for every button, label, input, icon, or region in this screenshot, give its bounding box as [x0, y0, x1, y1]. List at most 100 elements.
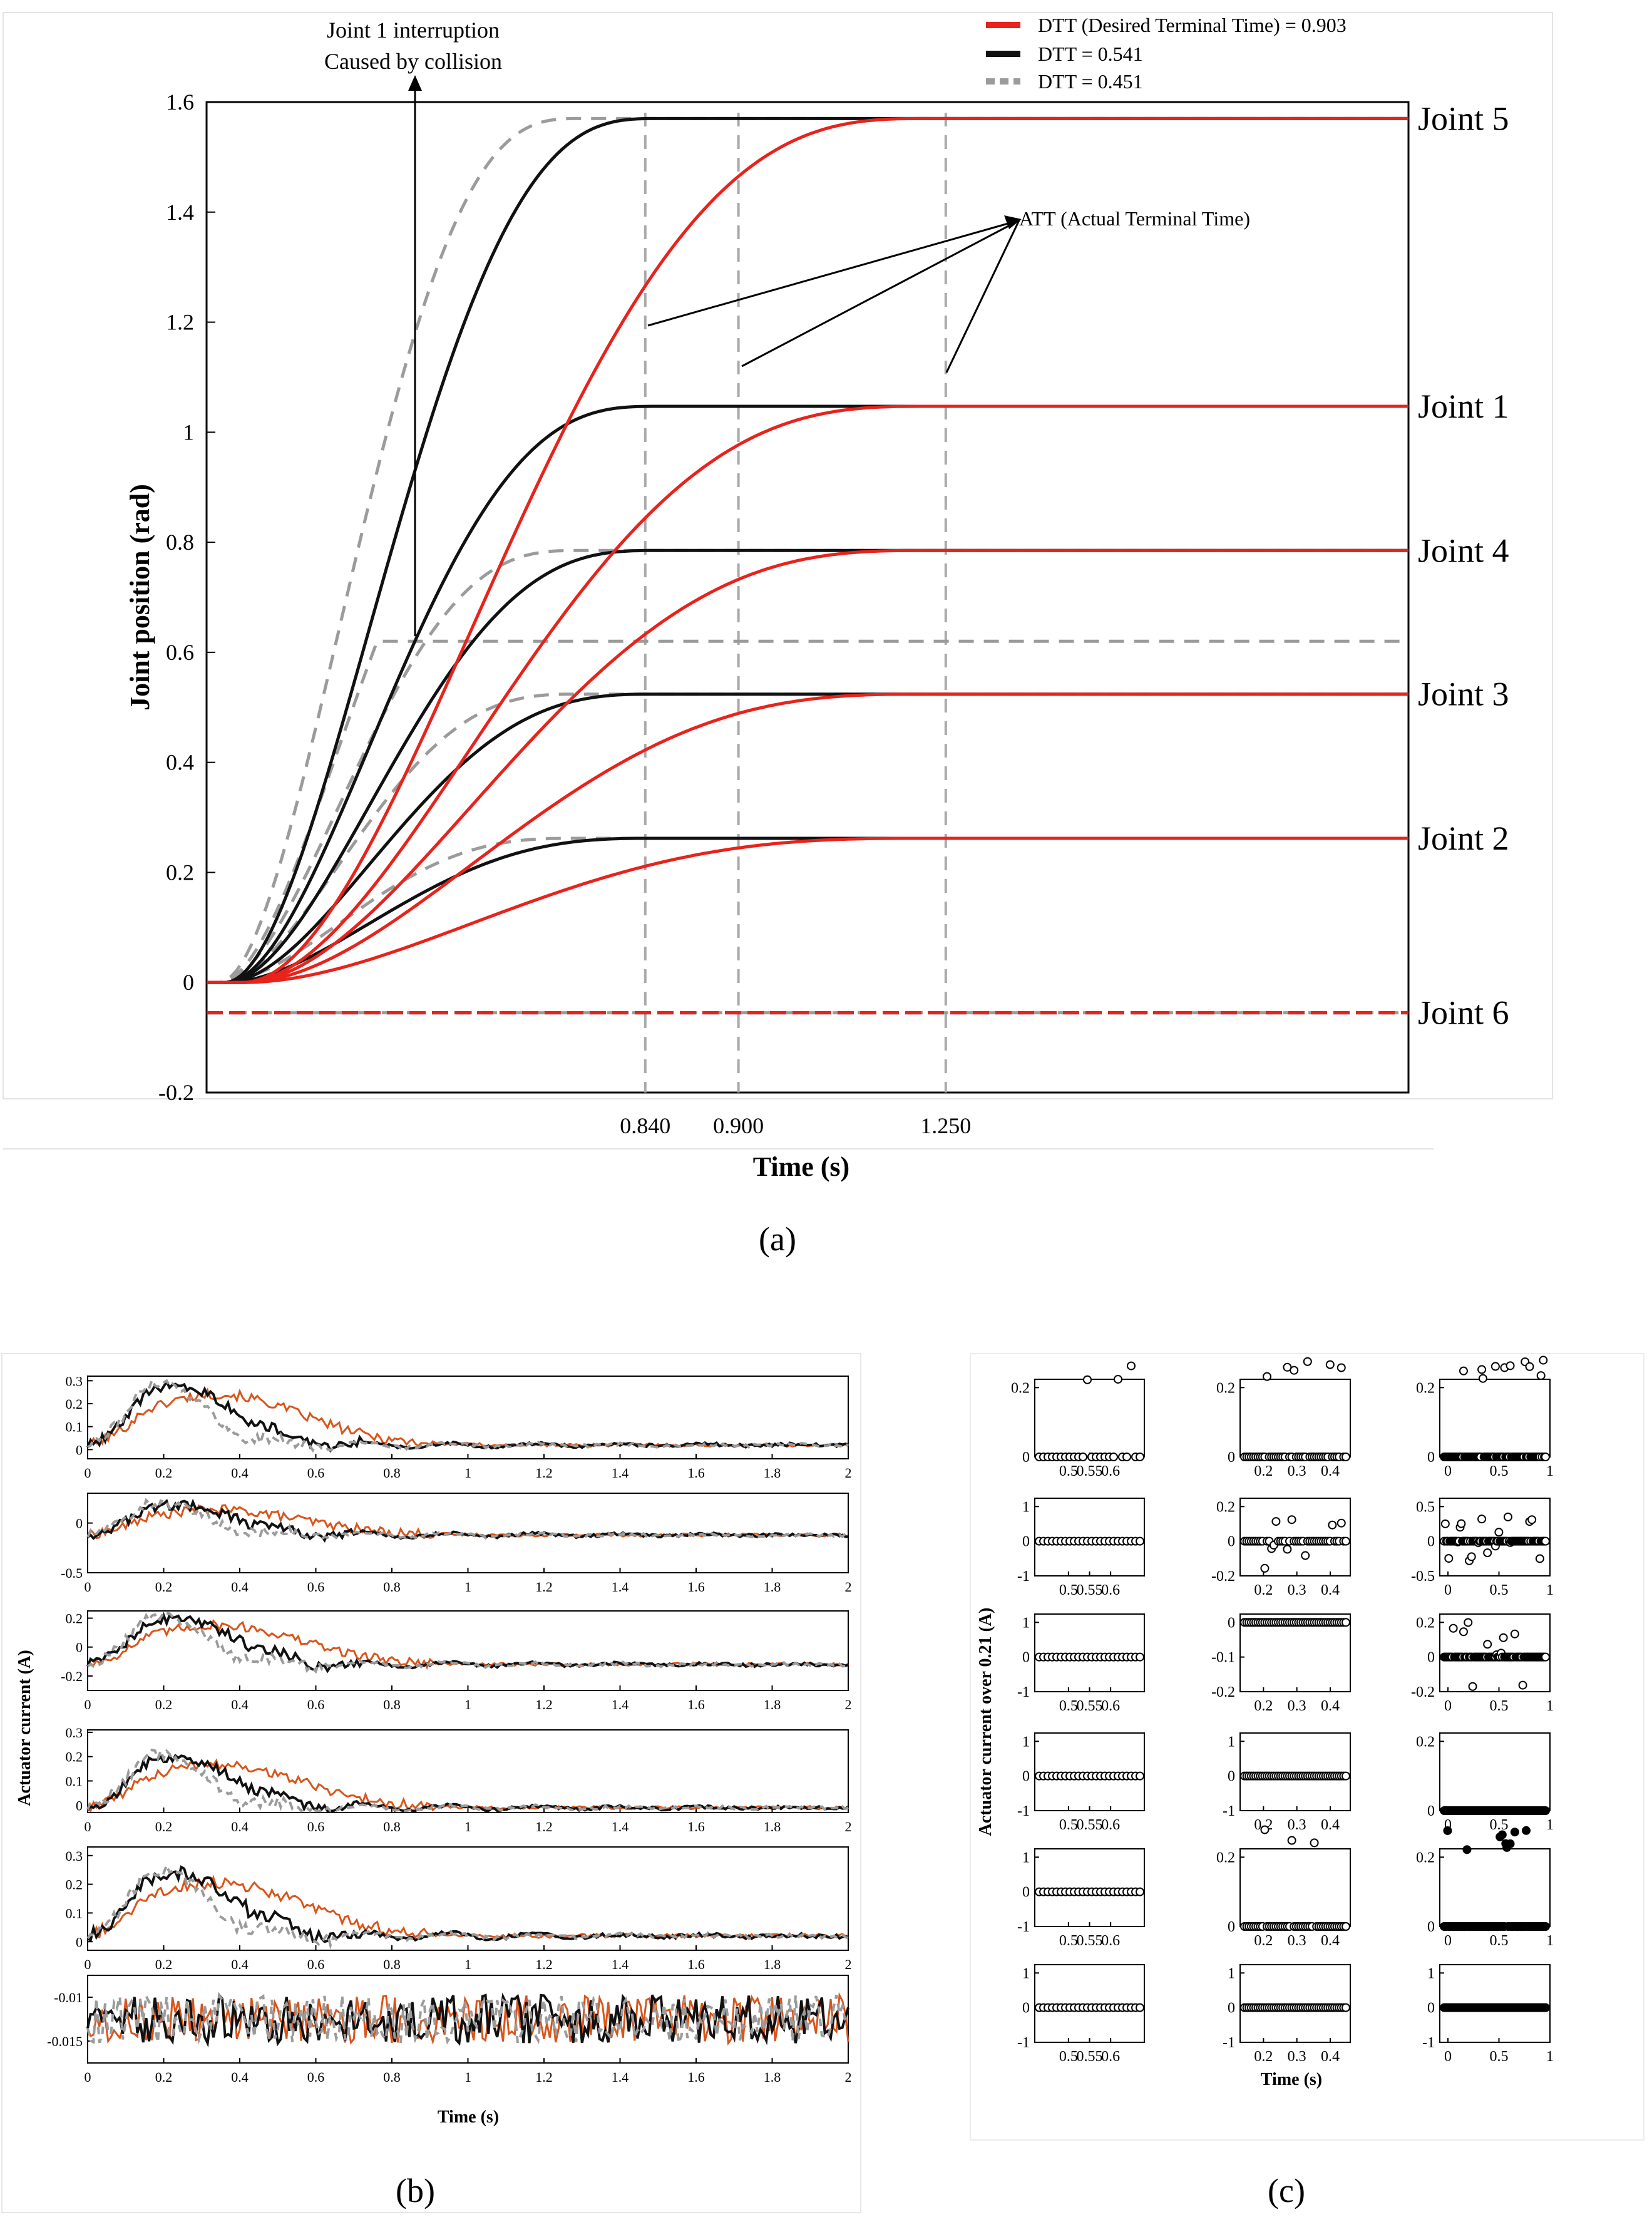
x-tick-label-b: 2	[845, 1957, 852, 1972]
y-tick-label-c: 0	[1022, 2000, 1030, 2017]
series-dtt_0451-joint4	[207, 548, 1408, 984]
y-tick-label-c: 0	[1427, 1919, 1435, 1935]
scatter-point-c	[1260, 1825, 1270, 1834]
series-dtt_0903-joint3	[207, 692, 1408, 984]
x-tick-label-c: 0.55	[1077, 2049, 1103, 2065]
y-tick-label-b: 0.2	[66, 1749, 83, 1765]
y-tick-label-c: 1	[1022, 1849, 1030, 1866]
series-b-1-g	[86, 1377, 849, 1453]
x-tick-label-c: 0.5	[1059, 1582, 1078, 1598]
x-tick-label-b: 1.2	[535, 1697, 553, 1712]
series-b-1-o	[87, 1387, 849, 1448]
plot-area-a	[205, 101, 1410, 1094]
x-tick-label-b: 0.4	[231, 1957, 249, 1972]
scatter-point-c	[1503, 1512, 1512, 1521]
x-tick-label-b: 0.2	[155, 2069, 173, 2085]
x-tick-label-c: 0.6	[1101, 2049, 1120, 2065]
x-tick-label-c: 0	[1444, 1463, 1452, 1479]
series-dtt_0903-joint4	[207, 548, 1408, 984]
series-b-4-o	[87, 1758, 849, 1813]
joint-label: Joint 4	[1418, 532, 1509, 569]
scatter-point-c	[1341, 1536, 1350, 1546]
y-tick-label-c: 0	[1427, 1803, 1435, 1819]
x-tick-label-b: 0	[85, 1957, 91, 1972]
subplot-frame-c-6-2	[1239, 1964, 1351, 2043]
scatter-point-c	[1328, 1520, 1337, 1530]
scatter-point-c	[1109, 1453, 1118, 1461]
x-tick-label-b: 0.2	[155, 1465, 173, 1481]
y-tick-label-c: -0.5	[1411, 1568, 1435, 1585]
scatter-point-c	[1467, 1552, 1476, 1561]
y-tick-label-c: 0	[1228, 1534, 1235, 1550]
x-tick-label-b: 0	[85, 1697, 91, 1712]
series-b-3-g	[86, 1611, 849, 1674]
scatter-point-c	[1136, 1771, 1144, 1781]
y-tick-label-b: 0	[76, 1798, 83, 1813]
subplot-frame-c-1-2	[1239, 1379, 1351, 1458]
x-tick-label-b: 0.6	[307, 1957, 325, 1972]
x-tick-label-c: 0.5	[1490, 2049, 1509, 2065]
x-tick-label-b: 0.2	[155, 1697, 173, 1712]
scatter-point-c	[1539, 1355, 1548, 1365]
series-b-6-k	[86, 1992, 849, 2048]
legend-label: DTT = 0.451	[1038, 70, 1143, 93]
scatter-point-c	[1341, 2003, 1350, 2012]
scatter-point-c	[1490, 1362, 1500, 1371]
x-axis-label-c: Time (s)	[1261, 2070, 1322, 2089]
x-tick-label-b: 1.8	[764, 1465, 781, 1481]
x-tick-label-b: 1	[464, 1465, 471, 1481]
x-tick-label-b: 1	[464, 1697, 471, 1712]
x-tick-label-c: 1	[1546, 1933, 1554, 1949]
y-tick-label-a: -0.2	[158, 1080, 194, 1105]
x-tick-label-c: 0.4	[1321, 1698, 1340, 1714]
scatter-point-c	[1506, 1839, 1515, 1848]
x-tick-label-c: 1	[1546, 2049, 1554, 2065]
scatter-point-c	[1541, 1652, 1550, 1662]
scatter-point-c	[1341, 1618, 1350, 1627]
x-tick-label-b: 0.4	[231, 1579, 249, 1595]
y-tick-label-c: 1	[1022, 1965, 1030, 1982]
y-tick-label-c: 0	[1022, 1534, 1030, 1550]
x-tick-label-c: 0.5	[1059, 1463, 1078, 1479]
scatter-point-c	[1341, 1453, 1350, 1461]
scatter-point-c	[1136, 1536, 1144, 1546]
scatter-point-c	[1459, 1627, 1468, 1637]
y-tick-label-c: 0	[1427, 1650, 1435, 1666]
scatter-point-c	[1114, 1374, 1122, 1384]
joint-label: Joint 5	[1418, 100, 1509, 137]
x-tick-label-b: 0.4	[231, 1697, 249, 1712]
y-tick-label-c: 0	[1427, 1534, 1435, 1550]
y-tick-label-a: 1.4	[166, 200, 194, 225]
y-tick-label-a: 1	[183, 419, 194, 445]
scatter-point-c	[1287, 1515, 1296, 1525]
y-tick-label-c: -1	[1017, 1803, 1030, 1819]
scatter-point-c	[1440, 1519, 1450, 1528]
y-tick-label-c: 0	[1228, 1449, 1235, 1466]
subplot-frame-c-3-2	[1239, 1613, 1351, 1692]
x-tick-label-b: 0.8	[383, 1697, 401, 1712]
y-tick-label-c: 0.5	[1416, 1499, 1435, 1515]
chart-b-actuator-current: 0 0.2 0.4 0.6 0.8 1 1.2 1.4 1.6 1.8 200.10.20.30 0.…	[1, 1353, 861, 2213]
y-tick-label-c: 0.2	[1416, 1380, 1435, 1396]
scatter-point-c	[1541, 1453, 1550, 1461]
subplot-frame-c-6-3	[1439, 1964, 1551, 2043]
subplot-frame-c-2-2	[1239, 1498, 1351, 1576]
series-b-5-g	[86, 1862, 849, 1950]
x-tick-label-b: 2	[845, 1465, 852, 1481]
x-tick-label-c: 0	[1444, 1933, 1452, 1949]
x-tick-label-b: 1.8	[764, 1957, 781, 1972]
x-tick-label-b: 1	[464, 1819, 471, 1834]
x-tick-label-b: 1.2	[535, 1819, 553, 1834]
x-tick-label-c: 0.6	[1101, 1698, 1120, 1714]
x-tick-label-c: 0.5	[1059, 1817, 1078, 1833]
annotation-collision-line2: Caused by collision	[324, 49, 502, 74]
y-tick-label-c: -0.2	[1211, 1684, 1235, 1700]
x-tick-label-b: 0.2	[155, 1957, 173, 1972]
scatter-point-c	[1287, 1836, 1296, 1845]
x-tick-label-b: 1	[464, 1957, 471, 1972]
x-tick-label-c: 0.3	[1288, 1817, 1306, 1833]
y-tick-label-b: 0.2	[66, 1611, 83, 1627]
x-tick-label-c: 0.3	[1288, 1933, 1306, 1949]
scatter-point-c	[1136, 1887, 1144, 1896]
